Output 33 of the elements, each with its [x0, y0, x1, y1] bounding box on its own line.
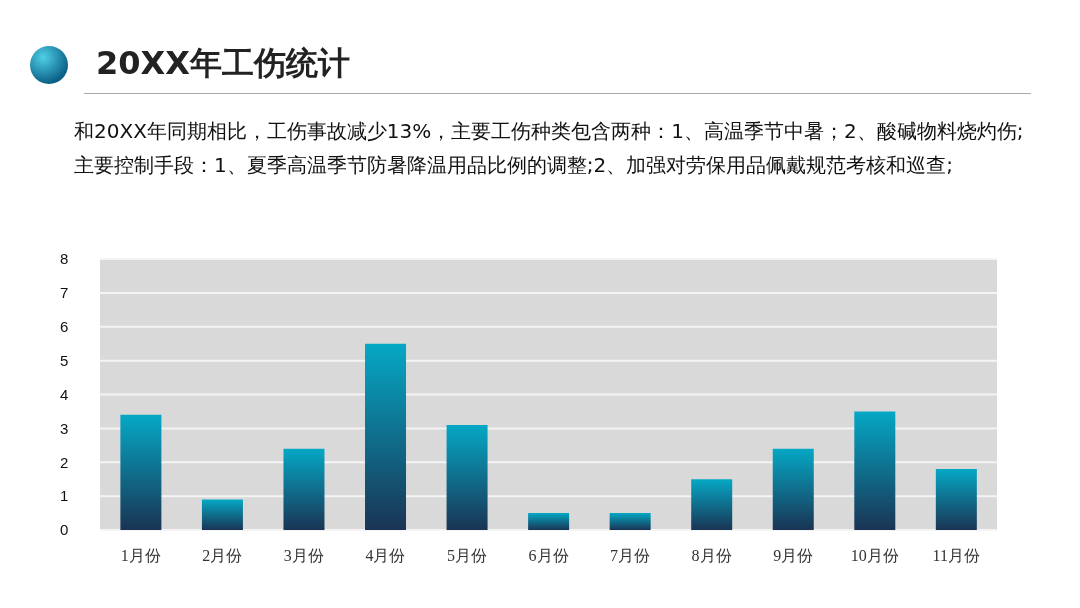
bar	[446, 424, 488, 530]
x-tick-label: 8月份	[691, 547, 732, 565]
bar	[935, 469, 977, 530]
bar	[772, 448, 814, 530]
chart-subtitle: 和20XX年同期相比，工伤事故减少13%，主要工伤种类包含两种：1、高温季节中暑；2、酸碱物料烧灼伤;主要控制手段：1、夏季高温季节防暑降温用品比例的调整;2、加强对劳保用品佩戴规范考核和巡查;	[74, 118, 1024, 179]
x-tick-label: 3月份	[283, 547, 324, 565]
y-tick-label: 7	[60, 284, 69, 302]
y-tick-label: 2	[60, 453, 69, 471]
y-tick-label: 1	[60, 487, 69, 505]
x-tick-label: 7月份	[610, 547, 651, 565]
bar	[365, 343, 407, 530]
y-tick-label: 5	[60, 351, 69, 369]
bar	[283, 448, 325, 530]
x-tick-label: 9月份	[773, 547, 814, 565]
x-tick-label: 5月份	[446, 547, 487, 565]
y-tick-label: 0	[60, 521, 69, 539]
x-tick-label: 11月份	[932, 547, 980, 565]
x-tick-label: 10月份	[850, 547, 899, 565]
bar	[201, 499, 243, 530]
chart-title: 20XX年工伤统计	[96, 43, 350, 84]
y-tick-label: 4	[60, 385, 69, 403]
x-tick-label: 6月份	[528, 547, 569, 565]
bar	[528, 513, 570, 530]
x-tick-label: 2月份	[202, 547, 243, 565]
bar	[120, 414, 162, 530]
x-tick-label: 4月份	[365, 547, 406, 565]
x-tick-label: 1月份	[120, 547, 161, 565]
y-tick-label: 3	[60, 419, 69, 437]
bar	[609, 513, 651, 530]
y-tick-label: 6	[60, 318, 69, 336]
y-tick-label: 8	[60, 250, 69, 268]
bar	[691, 479, 733, 530]
bar	[854, 411, 896, 530]
